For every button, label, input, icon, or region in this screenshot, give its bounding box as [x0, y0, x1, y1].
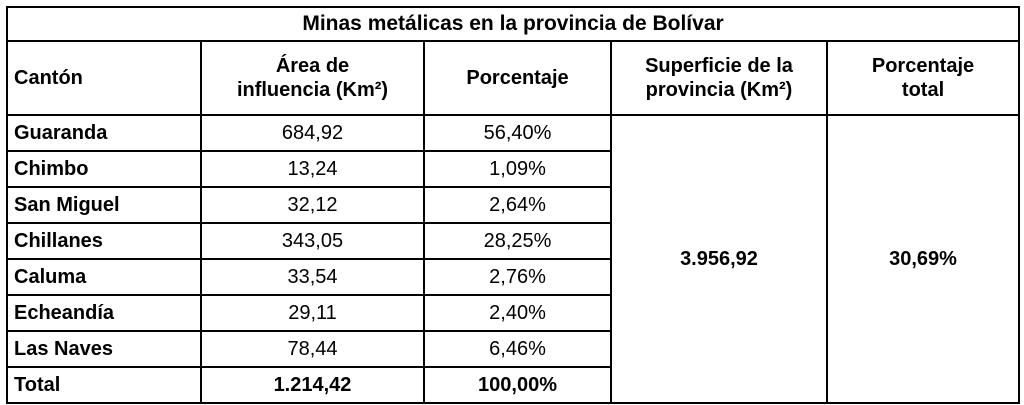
total-row: Total 1.214,42 100,00%: [6, 366, 1019, 404]
cell: 343,05: [200, 222, 425, 260]
header-line: provincia (Km²): [645, 79, 793, 101]
header-line: Superficie de la: [645, 55, 793, 77]
cell: 29,11: [200, 294, 425, 332]
cell: 78,44: [200, 330, 425, 368]
table-title: Minas metálicas en la provincia de Bolív…: [5, 6, 1021, 42]
header-line: Porcentaje: [466, 67, 569, 89]
data-row: San Miguel 32,12 2,64%: [6, 186, 1019, 224]
data-row: Guaranda 684,92 56,40% 3.956,92 30,69%: [6, 114, 1021, 404]
cell: 2,76%: [423, 258, 612, 296]
data-row: Caluma 33,54 2,76%: [6, 258, 1019, 296]
cell: 28,25%: [423, 222, 612, 260]
cell: 56,40%: [423, 114, 612, 152]
cell: 2,40%: [423, 294, 612, 332]
data-row: Chillanes 343,05 28,25%: [6, 222, 1019, 260]
canton-name: Chillanes: [6, 222, 202, 260]
cell: 1,09%: [423, 150, 612, 188]
header-line: total: [901, 79, 945, 101]
total-percentage: 30,69%: [825, 114, 1021, 404]
cell: 100,00%: [423, 366, 612, 404]
mines-table: Minas metálicas en la provincia de Bolív…: [5, 6, 1021, 404]
canton-name: Guaranda: [6, 114, 202, 152]
cell: 2,64%: [423, 186, 612, 224]
canton-name: Chimbo: [6, 150, 202, 188]
data-row: Echeandía 29,11 2,40%: [6, 294, 1019, 332]
header-cell: Porcentaje total: [825, 40, 1021, 116]
header-cell: Porcentaje: [423, 40, 612, 116]
data-row: Chimbo 13,24 1,09%: [6, 150, 1019, 188]
title-row: Minas metálicas en la provincia de Bolív…: [5, 6, 1021, 42]
cell: 1.214,42: [200, 366, 425, 404]
province-area: 3.956,92: [610, 114, 828, 404]
header-line: Porcentaje: [871, 55, 975, 77]
canton-name: Las Naves: [6, 330, 202, 368]
canton-name: Total: [6, 366, 202, 404]
table-body: Minas metálicas en la provincia de Bolív…: [5, 6, 1021, 404]
data-row: Las Naves 78,44 6,46%: [6, 330, 1019, 368]
cell: 684,92: [200, 114, 425, 152]
cell: 13,24: [200, 150, 425, 188]
header-row: Cantón Área de influencia (Km²) Porcentaje S…: [6, 40, 1021, 116]
header-line: Cantón: [14, 67, 83, 89]
header-cell: Cantón: [6, 40, 202, 116]
header-cell: Área de influencia (Km²): [200, 40, 425, 116]
cell: 6,46%: [423, 330, 612, 368]
canton-name: San Miguel: [6, 186, 202, 224]
header-line: influencia (Km²): [236, 79, 389, 101]
canton-name: Echeandía: [6, 294, 202, 332]
canton-name: Caluma: [6, 258, 202, 296]
header-line: Área de: [275, 55, 350, 77]
cell: 33,54: [200, 258, 425, 296]
header-cell: Superficie de la provincia (Km²): [610, 40, 828, 116]
cell: 32,12: [200, 186, 425, 224]
